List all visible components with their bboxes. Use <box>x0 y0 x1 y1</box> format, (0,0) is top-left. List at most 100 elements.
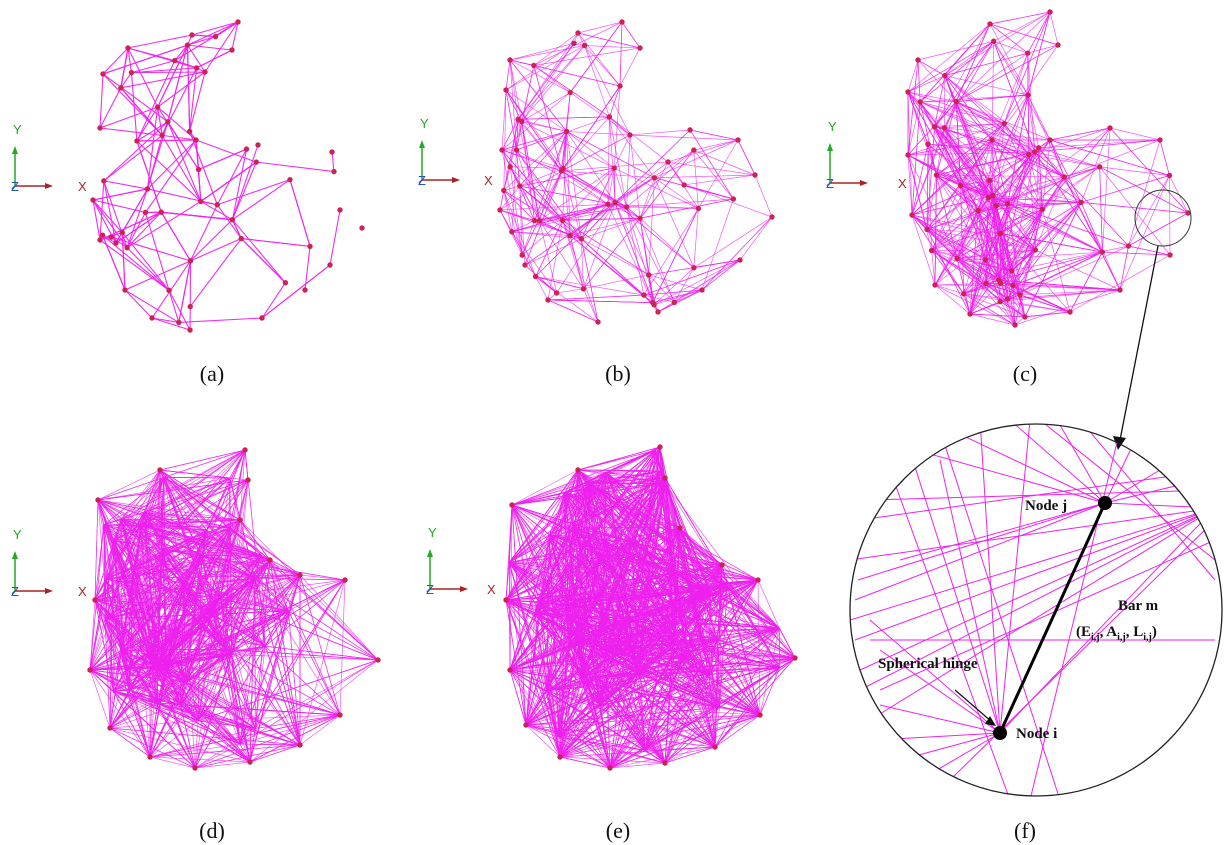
truss-node <box>342 577 348 583</box>
truss-bar <box>501 149 562 172</box>
truss-bar <box>102 234 170 291</box>
truss-bar <box>566 131 616 203</box>
truss-node <box>243 146 250 152</box>
truss-node <box>655 309 661 315</box>
truss-node <box>567 89 573 96</box>
truss-bar <box>109 645 266 729</box>
truss-bar <box>157 702 301 746</box>
truss-node <box>282 280 289 286</box>
truss-bar <box>674 289 703 303</box>
truss-node <box>154 104 161 110</box>
truss-bar <box>1007 203 1103 253</box>
truss-node <box>1047 137 1053 143</box>
truss-node <box>1055 42 1061 48</box>
truss-bar <box>99 73 104 129</box>
truss-bar <box>989 11 1051 25</box>
truss-bar <box>92 188 148 201</box>
truss-bar <box>1027 11 1051 96</box>
truss-bar <box>1000 233 1013 271</box>
truss-bar <box>991 139 1082 203</box>
truss-bar <box>1027 94 1040 148</box>
truss-bar <box>934 41 994 127</box>
truss-bar <box>911 101 957 216</box>
truss-bar <box>963 293 971 315</box>
truss-node <box>924 226 930 233</box>
truss-bar <box>956 101 1005 124</box>
truss-bar <box>639 218 675 303</box>
truss-bar <box>919 101 961 186</box>
truss-bar <box>147 139 197 190</box>
truss-bar <box>499 185 521 211</box>
truss-bar <box>1000 233 1036 251</box>
truss-bar <box>607 203 641 219</box>
truss-node <box>567 232 573 239</box>
truss-node <box>915 57 921 63</box>
truss-bar <box>288 579 346 612</box>
panel-a-truss <box>90 19 365 333</box>
truss-bar <box>562 203 608 221</box>
truss-bar <box>216 204 242 239</box>
truss-bar <box>1003 123 1043 210</box>
truss-node <box>687 127 693 133</box>
truss-bar <box>607 116 610 205</box>
truss-bar <box>911 214 936 286</box>
truss-bar <box>562 85 621 169</box>
truss-node <box>531 217 538 224</box>
truss-bar <box>1019 289 1121 296</box>
truss-node <box>532 273 539 280</box>
truss-bar <box>89 668 126 671</box>
truss-bar <box>1028 154 1043 210</box>
truss-bar <box>521 121 562 172</box>
truss-bar <box>1028 154 1036 250</box>
truss-bar <box>89 669 111 729</box>
truss-bar <box>629 134 641 219</box>
truss-bar <box>151 317 179 323</box>
truss-bar <box>261 282 286 319</box>
truss-node <box>982 257 989 263</box>
truss-node <box>1166 172 1173 179</box>
truss-node <box>255 142 261 148</box>
truss-node <box>184 42 191 48</box>
truss-bar <box>643 208 699 296</box>
truss-node <box>932 282 938 288</box>
truss-node <box>287 176 293 183</box>
truss-node <box>267 557 273 563</box>
truss-node <box>158 209 164 215</box>
truss-bar <box>501 92 571 151</box>
truss-bar <box>978 201 1082 211</box>
truss-bar <box>640 198 734 219</box>
truss-bar <box>569 21 623 93</box>
truss-bar <box>547 294 644 301</box>
truss-bar <box>1128 212 1189 247</box>
truss-bar <box>1003 53 1029 124</box>
truss-node <box>1004 296 1011 302</box>
truss-bar <box>992 176 1065 196</box>
truss-bar <box>109 720 199 729</box>
truss-bar <box>960 185 1001 302</box>
truss-bar <box>195 139 257 163</box>
truss-bar <box>331 151 335 172</box>
truss-node <box>933 172 940 178</box>
truss-bar <box>539 131 567 221</box>
truss-node <box>189 32 195 38</box>
truss-bar <box>519 131 567 187</box>
truss-node <box>1078 199 1084 206</box>
truss-bar <box>534 131 567 221</box>
truss-node <box>125 45 131 51</box>
truss-bar <box>653 259 741 305</box>
truss-bar <box>1069 254 1171 313</box>
truss-bar <box>206 479 249 531</box>
truss-bar <box>737 139 756 176</box>
truss-node <box>147 754 153 760</box>
truss-bar <box>1099 166 1170 176</box>
truss-node <box>730 196 737 202</box>
truss-bar <box>614 202 655 305</box>
truss-bar <box>225 648 341 716</box>
truss-node <box>595 319 601 325</box>
truss-node <box>176 319 182 326</box>
truss-bar <box>1000 233 1071 313</box>
truss-bar <box>99 87 122 129</box>
truss-bar <box>1000 289 1121 302</box>
truss-node <box>954 255 960 262</box>
truss-bar <box>94 525 141 601</box>
